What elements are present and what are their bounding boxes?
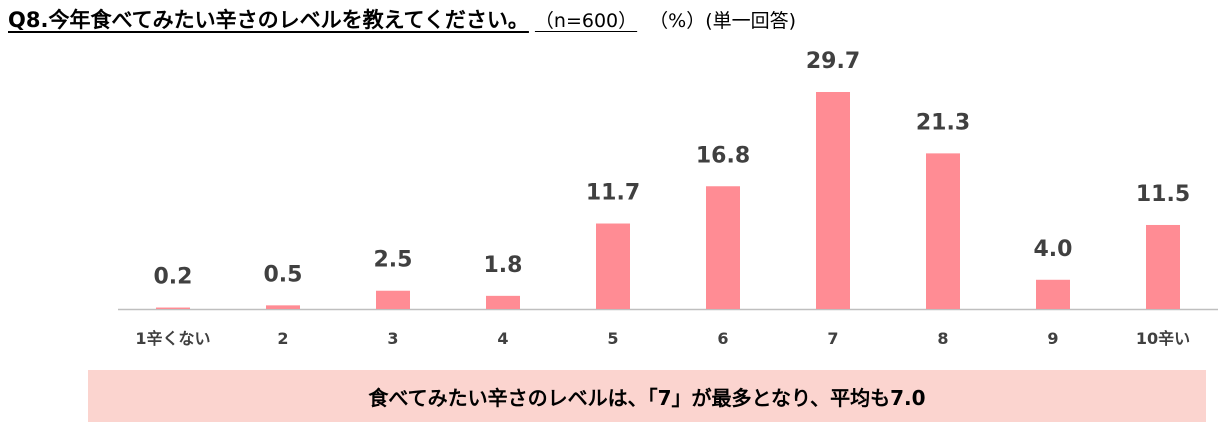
data-label-4: 1.8	[484, 253, 523, 278]
bar-8	[926, 153, 960, 309]
bar-7	[816, 92, 850, 309]
x-tick-label-6: 6	[717, 329, 728, 348]
data-label-10: 11.5	[1136, 182, 1190, 207]
x-tick-label-9: 9	[1047, 329, 1058, 348]
x-tick-label-2: 2	[277, 329, 288, 348]
summary-box: 食べてみたい辛さのレベルは、「7」が最多となり、平均も7.0	[88, 370, 1206, 422]
x-tick-label-5: 5	[607, 329, 618, 348]
bar-5	[596, 223, 630, 309]
summary-text: 食べてみたい辛さのレベルは、「7」が最多となり、平均も7.0	[368, 385, 926, 410]
data-label-1: 0.2	[154, 265, 193, 290]
data-label-3: 2.5	[374, 248, 413, 273]
data-label-5: 11.7	[586, 181, 640, 206]
bar-2	[266, 305, 300, 309]
x-tick-label-10: 10辛い	[1136, 329, 1190, 348]
data-label-6: 16.8	[696, 143, 750, 168]
question-title: Q8.今年食べてみたい辛さのレベルを教えてください。	[8, 8, 529, 32]
data-label-7: 29.7	[806, 49, 860, 74]
data-label-9: 4.0	[1034, 237, 1073, 262]
bar-1	[156, 307, 190, 309]
bar-6	[706, 186, 740, 309]
chart-title-row: Q8.今年食べてみたい辛さのレベルを教えてください。 （n=600） （%）(単…	[8, 4, 796, 38]
x-tick-label-8: 8	[937, 329, 948, 348]
sample-size: （n=600）	[534, 10, 638, 32]
bar-chart: 0.2 1辛くない 0.5 2 2.5 3 1.8 4 11.7 5 16.8 6 29.7 7 21.3 8…	[118, 49, 1218, 348]
unit-label: （%）(単一回答)	[649, 10, 797, 32]
bar-3	[376, 290, 410, 309]
x-tick-label-7: 7	[827, 329, 838, 348]
x-tick-label-4: 4	[497, 329, 508, 348]
x-tick-label-3: 3	[387, 329, 398, 348]
data-label-2: 0.5	[264, 262, 303, 287]
x-tick-label-1: 1辛くない	[135, 329, 210, 348]
bar-9	[1036, 279, 1070, 309]
bar-10	[1146, 224, 1180, 309]
bar-4	[486, 295, 520, 309]
data-label-8: 21.3	[916, 110, 970, 135]
